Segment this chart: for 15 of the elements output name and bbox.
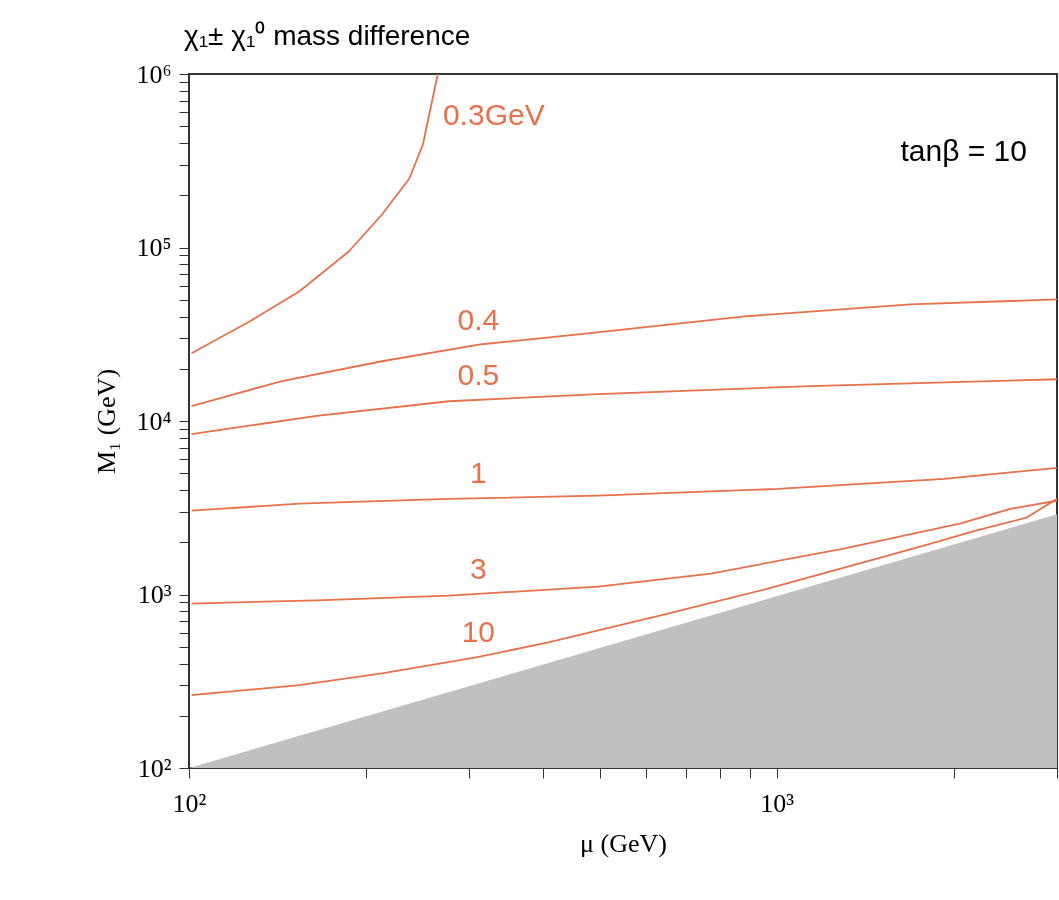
x-axis-title: μ (GeV) <box>580 828 667 858</box>
y-tick-label: 10⁶ <box>136 59 172 89</box>
y-axis-title: M₁ (GeV) <box>92 368 122 475</box>
series-label: 0.5 <box>457 357 500 391</box>
series-label: 10 <box>461 614 496 648</box>
y-tick-label: 10³ <box>137 580 172 609</box>
y-tick-label: 10⁵ <box>136 233 172 262</box>
series-label: 0.3GeV <box>442 97 545 131</box>
annotation: tanβ = 10 <box>900 134 1027 167</box>
series-label: 0.4 <box>457 302 500 336</box>
series-label: 3 <box>469 551 487 585</box>
series-label: 1 <box>469 456 487 490</box>
y-tick-label: 10⁴ <box>136 406 172 436</box>
chart-title: χ₁± χ₁⁰ mass difference <box>183 20 471 51</box>
y-tick-label: 10² <box>137 753 172 783</box>
